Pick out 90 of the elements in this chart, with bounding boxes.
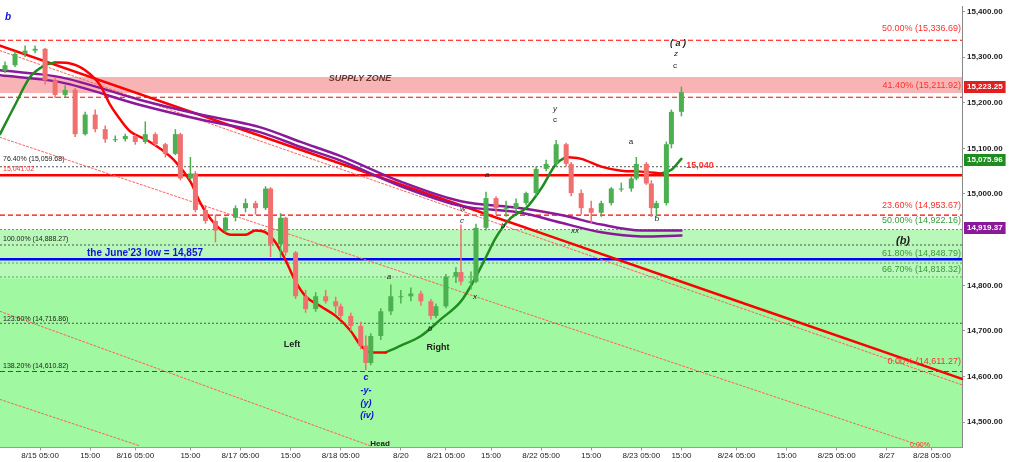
candlestick — [172, 128, 178, 156]
candlestick — [202, 204, 208, 225]
x-tick-label: 8/23 05:00 — [622, 451, 661, 461]
annotation: 15,040 — [686, 160, 714, 171]
candlestick — [82, 111, 88, 137]
annotation: 50.00% (14,922.16) — [881, 215, 961, 226]
text: 15,075.96 — [967, 155, 1004, 165]
annotation: the June'23 low = 14,857 — [86, 246, 204, 258]
annotation: ( a ) — [669, 38, 687, 49]
annotation: a — [484, 170, 490, 180]
candlestick — [643, 161, 649, 186]
annotation: Left — [283, 339, 301, 350]
y-tick-label: 15,300.00 — [967, 52, 1004, 62]
x-tick-label: 15:00 — [80, 451, 101, 461]
candlestick — [313, 291, 319, 313]
candlestick — [428, 298, 434, 321]
annotation: 23.60% (14,953.67) — [881, 200, 961, 211]
x-tick-label: 8/28 05:00 — [913, 451, 952, 461]
x-tick-label: 8/21 05:00 — [427, 451, 466, 461]
annotation: y — [552, 104, 558, 114]
candlestick — [112, 134, 118, 143]
x-tick-label: 8/18 05:00 — [321, 451, 361, 461]
y-tick-label: 15,000.00 — [967, 189, 1004, 199]
annotation: (iv) — [360, 410, 374, 421]
x-tick-label: 8/24 05:00 — [717, 451, 756, 461]
candlestick — [503, 200, 509, 218]
annotation: a — [386, 272, 392, 282]
annotation: c — [363, 372, 369, 383]
annotation: c — [673, 61, 677, 71]
line-series — [0, 61, 57, 136]
annotation: 66.70% (14,818.32) — [881, 264, 961, 275]
y-tick-label: 14,700.00 — [967, 326, 1004, 336]
candlestick — [92, 108, 98, 134]
candlestick — [303, 289, 309, 314]
x-tick-label: 8/15 05:00 — [21, 451, 60, 461]
x-tick-label: 8/16 05:00 — [116, 451, 155, 461]
candlestick — [263, 185, 269, 211]
x-tick-label: 15:00 — [581, 451, 602, 461]
candlestick — [493, 195, 499, 216]
candlestick — [608, 186, 614, 207]
x-tick-label: 8/25 05:00 — [817, 451, 857, 461]
text: 15,223.25 — [967, 82, 1004, 92]
annotation: 50.00% (15,336.69) — [881, 23, 961, 34]
annotation: 41.40% (15,211.92) — [882, 80, 961, 91]
annotation: Head — [370, 439, 390, 449]
candlestick — [678, 85, 684, 118]
annotation: a — [628, 137, 634, 147]
annotation: b — [4, 10, 12, 22]
x-tick-label: 8/22 05:00 — [522, 451, 561, 461]
annotation: Right — [426, 342, 450, 353]
candlestick — [348, 311, 354, 332]
text: 14,919.37 — [967, 223, 1004, 233]
y-tick-label: 14,600.00 — [967, 371, 1004, 381]
x-tick-label: 15:00 — [481, 451, 502, 461]
candlestick — [633, 156, 639, 182]
annotation: x — [472, 292, 478, 302]
annotation: b — [500, 221, 506, 231]
x-tick-label: 15:00 — [180, 451, 201, 461]
y-tick-label: 14,500.00 — [967, 417, 1004, 427]
annotation: xx — [570, 226, 580, 236]
annotation: b — [654, 214, 660, 224]
annotation: c — [553, 115, 557, 125]
annotation: (b) — [895, 234, 911, 247]
candlestick — [588, 200, 594, 225]
candlestick — [187, 156, 193, 182]
annotation: z — [673, 49, 678, 59]
annotation: c — [460, 216, 464, 226]
x-tick-label: 15:00 — [776, 451, 798, 461]
candlestick — [578, 188, 584, 216]
y-tick-label: 15,400.00 — [967, 6, 1004, 16]
annotation: -y- — [360, 385, 372, 396]
y-tick-label: 15,200.00 — [967, 97, 1004, 107]
candlestick — [142, 120, 148, 145]
x-tick-label: 8/20 — [393, 451, 410, 461]
y-tick-label: 14,800.00 — [967, 280, 1004, 290]
candlestick — [212, 213, 218, 244]
candlestick — [22, 44, 28, 58]
y-tick-label: 15,100.00 — [967, 143, 1004, 153]
x-tick-label: 8/17 05:00 — [221, 451, 260, 461]
annotation: SUPPLY ZONE — [328, 73, 393, 84]
x-tick-label: 15:00 — [280, 451, 302, 461]
candlestick — [52, 76, 58, 99]
x-tick-label: 8/27 — [879, 451, 896, 461]
annotation: 61.80% (14,848.79) — [881, 248, 961, 259]
candlestick — [388, 283, 394, 316]
x-tick-label: 15:00 — [671, 451, 692, 461]
annotation: (y) — [360, 398, 372, 409]
candlestick — [398, 289, 404, 305]
candlestick — [458, 223, 464, 287]
candlestick — [553, 139, 559, 168]
